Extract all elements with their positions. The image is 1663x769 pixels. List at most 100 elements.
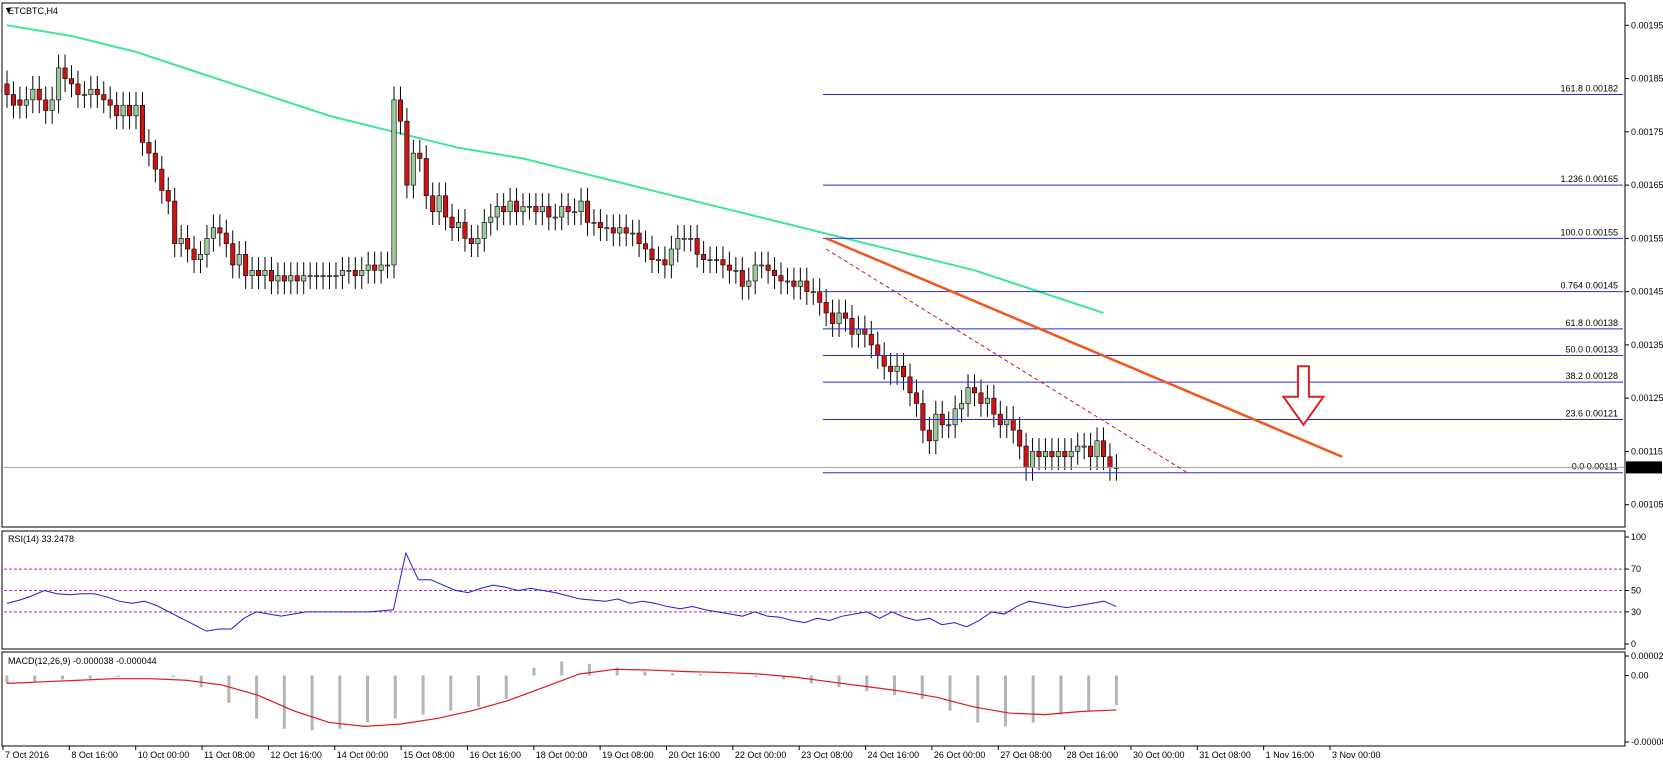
- candle-body: [817, 291, 823, 303]
- candle-body: [759, 264, 765, 267]
- time-tick-label: 26 Oct 00:00: [934, 750, 986, 760]
- candle-body: [597, 222, 603, 229]
- candle-body: [875, 344, 881, 356]
- candle-body: [552, 216, 558, 219]
- candle-body: [713, 259, 719, 261]
- candle-body: [1010, 419, 1016, 431]
- candle-body: [739, 270, 745, 287]
- candle-body: [372, 264, 378, 271]
- main-y-tick-label: 0.00155: [1631, 233, 1663, 243]
- candle-body: [913, 392, 919, 404]
- macd-panel-frame[interactable]: [1, 651, 1626, 747]
- candle-body: [1017, 429, 1023, 447]
- chart-title: ETCBTC,H4: [8, 6, 58, 16]
- candle-body: [385, 264, 391, 267]
- candle-body: [275, 275, 281, 282]
- candle-body: [288, 275, 294, 282]
- candle-body: [584, 200, 590, 223]
- time-tick-label: 8 Oct 16:00: [71, 750, 118, 760]
- rsi-y-tick-label: 70: [1631, 564, 1641, 574]
- time-tick-label: 7 Oct 2016: [5, 750, 49, 760]
- candle-body: [56, 67, 62, 101]
- candle-body: [217, 227, 223, 234]
- candle-body: [352, 270, 358, 276]
- candle-body: [417, 152, 423, 159]
- candle-body: [894, 365, 900, 372]
- candle-body: [159, 168, 165, 191]
- candle-body: [1004, 419, 1010, 426]
- candle-body: [178, 238, 184, 244]
- candle-body: [223, 232, 229, 244]
- time-tick-label: 11 Oct 08:00: [204, 750, 255, 760]
- candle-body: [165, 190, 171, 202]
- candle-body: [443, 195, 449, 218]
- candle-body: [526, 206, 532, 208]
- fib-level-label: 38.2 0.00128: [1565, 371, 1618, 381]
- candle-body: [591, 222, 597, 224]
- macd-y-tick-label: 0.000025: [1631, 651, 1663, 661]
- candle-body: [69, 78, 75, 85]
- time-tick-label: 24 Oct 16:00: [868, 750, 920, 760]
- time-tick-label: 16 Oct 16:00: [469, 750, 521, 760]
- candle-body: [952, 408, 958, 426]
- candle-body: [75, 83, 81, 95]
- candle-body: [256, 270, 262, 276]
- candle-body: [449, 216, 455, 229]
- candle-body: [152, 152, 158, 170]
- candle-body: [971, 387, 977, 394]
- candle-body: [114, 104, 120, 117]
- candle-body: [784, 280, 790, 283]
- rsi-label: RSI(14) 33.2478: [8, 534, 74, 544]
- macd-y-tick-label: -0.000085: [1631, 737, 1663, 747]
- candle-body: [720, 259, 726, 266]
- time-tick-label: 28 Oct 16:00: [1067, 750, 1119, 760]
- candle-body: [514, 200, 520, 213]
- candle-body: [1036, 451, 1042, 458]
- candle-body: [326, 275, 332, 277]
- candle-body: [281, 275, 287, 282]
- current-price-tag: [1626, 461, 1662, 474]
- candle-body: [662, 259, 668, 266]
- candle-body: [701, 254, 707, 260]
- rsi-y-tick-label: 100: [1631, 532, 1646, 542]
- candle-body: [481, 222, 487, 239]
- chart-menu-icon[interactable]: ▼: [4, 5, 13, 15]
- main-panel-frame[interactable]: [1, 2, 1626, 528]
- candle-body: [191, 248, 197, 260]
- candle-body: [249, 270, 255, 276]
- candle-body: [707, 259, 713, 261]
- candle-body: [1081, 445, 1087, 448]
- main-y-tick-label: 0.00145: [1631, 287, 1663, 297]
- candle-body: [881, 355, 887, 367]
- fib-level-label: 0.764 0.00145: [1560, 281, 1618, 291]
- candle-body: [907, 376, 913, 394]
- candle-body: [655, 259, 661, 261]
- down-arrow-icon: [1281, 365, 1326, 427]
- main-price-panel: 0.00195 0.00185 0.00175 0.00165 0.00155 0.001…: [4, 20, 1663, 510]
- candle-body: [475, 238, 481, 244]
- time-tick-label: 27 Oct 08:00: [1000, 750, 1052, 760]
- candle-body: [43, 99, 49, 111]
- candle-body: [365, 264, 371, 271]
- main-y-tick-label: 0.00195: [1631, 20, 1663, 30]
- candle-body: [462, 222, 468, 239]
- fib-level-label: 23.6 0.00121: [1565, 408, 1618, 418]
- macd-label: MACD(12,26,9) -0.000038 -0.000044: [8, 656, 157, 666]
- candle-body: [984, 397, 990, 404]
- candle-body: [320, 275, 326, 277]
- main-y-tick-label: 0.00185: [1631, 74, 1663, 84]
- candle-body: [436, 195, 442, 213]
- candle-body: [946, 424, 952, 427]
- current-price-value: 0.00112: [1629, 462, 1661, 472]
- candle-body: [649, 248, 655, 260]
- candle-body: [262, 270, 268, 276]
- candle-body: [630, 232, 636, 235]
- candle-body: [520, 206, 526, 213]
- candle-body: [268, 270, 274, 282]
- candle-body: [1049, 451, 1055, 458]
- time-tick-label: 15 Oct 08:00: [403, 750, 455, 760]
- candle-body: [610, 227, 616, 234]
- candle-body: [752, 264, 758, 282]
- candle-body: [204, 238, 210, 255]
